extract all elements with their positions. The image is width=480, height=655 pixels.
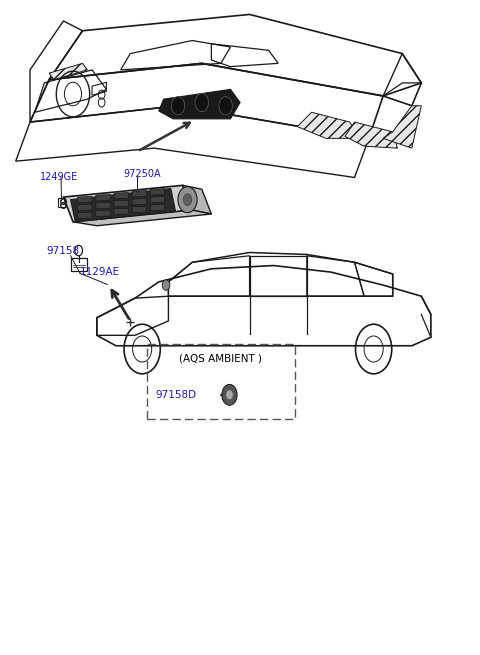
Polygon shape [383, 105, 421, 148]
Text: 97158D: 97158D [156, 390, 197, 400]
Polygon shape [78, 196, 92, 203]
Polygon shape [345, 122, 397, 148]
Polygon shape [132, 198, 146, 205]
Bar [71, 258, 87, 271]
Circle shape [222, 384, 237, 405]
Polygon shape [63, 185, 192, 222]
Circle shape [162, 280, 170, 290]
Polygon shape [71, 189, 176, 222]
Text: 1129AE: 1129AE [80, 267, 120, 277]
Polygon shape [150, 189, 165, 195]
Bar [58, 198, 65, 208]
Circle shape [183, 194, 192, 206]
Polygon shape [114, 193, 128, 199]
Circle shape [219, 97, 232, 115]
Polygon shape [49, 64, 87, 80]
Circle shape [195, 94, 208, 111]
Polygon shape [73, 210, 211, 226]
Circle shape [178, 187, 197, 213]
Polygon shape [159, 90, 240, 119]
Polygon shape [132, 191, 146, 197]
Polygon shape [96, 210, 110, 217]
Text: 97158: 97158 [47, 246, 80, 255]
Polygon shape [96, 195, 110, 201]
Polygon shape [297, 112, 360, 138]
Polygon shape [114, 200, 128, 207]
Bar [147, 344, 295, 419]
Polygon shape [78, 204, 92, 211]
Polygon shape [150, 196, 165, 203]
Polygon shape [150, 204, 165, 211]
Polygon shape [96, 202, 110, 209]
Polygon shape [132, 206, 146, 213]
Circle shape [171, 97, 185, 115]
Polygon shape [114, 208, 128, 215]
Polygon shape [183, 185, 211, 214]
Text: 97250A: 97250A [123, 169, 161, 179]
Circle shape [226, 390, 233, 400]
Text: 1249GE: 1249GE [39, 172, 78, 183]
Text: (AQS AMBIENT ): (AQS AMBIENT ) [180, 354, 263, 364]
Polygon shape [78, 212, 92, 219]
